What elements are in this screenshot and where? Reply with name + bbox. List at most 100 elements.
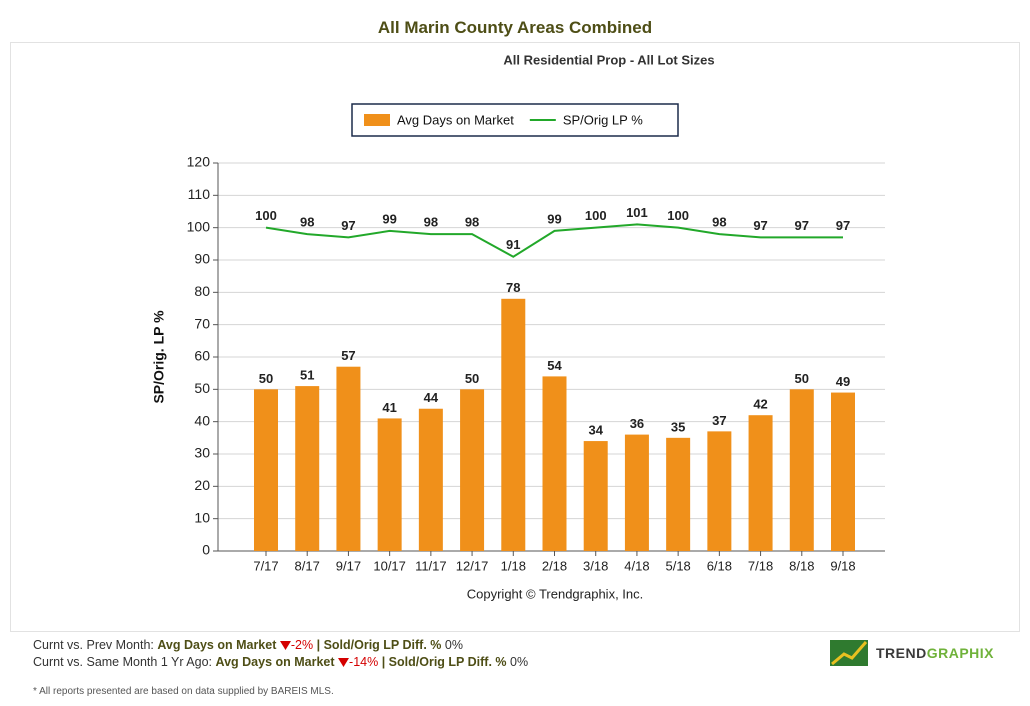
bar [831,392,855,551]
data-label: 51 [300,368,314,383]
footer-metric: Avg Days on Market [157,638,277,652]
data-label: 35 [671,419,685,434]
data-label: 50 [259,371,273,386]
data-label: 97 [753,218,767,233]
x-tick-label: 8/17 [295,558,320,573]
y-tick-label: 70 [194,315,210,331]
bar [748,415,773,551]
x-tick-label: 4/18 [624,558,649,573]
x-tick-label: 5/18 [665,558,690,573]
down-arrow [279,641,291,650]
y-tick-label: 10 [194,509,210,525]
data-label: 34 [588,423,603,438]
bar [666,437,691,551]
x-tick-label: 9/18 [830,558,855,573]
legend: Avg Days on Market SP/Orig LP % [351,103,679,137]
data-label: 99 [547,211,561,226]
bar [583,441,608,551]
x-tick-label: 1/18 [501,558,526,573]
bar [501,298,526,551]
data-label: 101 [626,205,648,220]
logo-text: TREND [876,645,927,661]
x-tick-label: 8/18 [789,558,814,573]
y-tick-label: 20 [194,477,210,493]
y-tick-label: 100 [187,218,211,234]
bar [295,386,320,551]
data-label: 98 [712,215,726,230]
footer-metric: | Sold/Orig LP Diff. % [381,655,507,669]
y-tick-label: 30 [194,445,210,461]
footer-change: 0% [444,638,463,652]
data-label: 91 [506,237,520,252]
data-label: 97 [836,218,850,233]
data-label: 42 [753,397,767,412]
footer-note: * All reports presented are based on dat… [33,686,334,697]
data-label: 97 [795,218,809,233]
y-tick-label: 0 [202,542,210,558]
down-arrow [338,658,350,667]
data-label: 98 [300,215,314,230]
data-label: 54 [547,358,562,373]
legend-label: SP/Orig LP % [563,112,643,127]
y-tick-label: 120 [187,154,211,170]
footer-metric: | Sold/Orig LP Diff. % [316,638,442,652]
y-axis-title: SP/Orig. LP % [151,310,167,404]
data-label: 97 [341,218,355,233]
footer-row: Curnt vs. Same Month 1 Yr Ago: Avg Days … [33,655,528,669]
y-tick-label: 40 [194,412,210,428]
bar [624,434,649,551]
legend-box [351,103,679,137]
chart: All Residential Prop - All Lot Sizes 0 10 2… [151,52,885,601]
y-tick-label: 80 [194,283,210,299]
bar [789,389,814,551]
data-label: 50 [795,371,809,386]
bar [460,389,485,551]
footer-change: -14% [349,655,379,669]
logo: TREND GRAPHIX [830,637,994,669]
y-tick-label: 50 [194,380,210,396]
y-tick-label: 60 [194,348,210,364]
data-label: 49 [836,374,850,389]
x-tick-label: 6/18 [707,558,732,573]
data-label: 78 [506,280,520,295]
data-label: 100 [667,208,689,223]
chart-subtitle: All Residential Prop - All Lot Sizes [503,52,714,67]
bar [377,418,402,551]
line [265,223,843,258]
bar [254,389,278,551]
logo-icon [830,640,868,666]
bar [418,408,443,551]
x-tick-label: 12/17 [456,558,489,573]
data-label: 50 [465,371,479,386]
x-tick-label: 10/17 [373,558,406,573]
footer-change: 0% [510,655,529,669]
x-tick-label: 7/18 [748,558,773,573]
data-label: 99 [382,211,396,226]
data-label: 98 [465,215,479,230]
y-tick-label: 110 [188,186,211,202]
footer-metric: Avg Days on Market [215,655,335,669]
legend-swatch [364,114,390,126]
data-label: 44 [424,390,439,405]
data-label: 98 [424,215,438,230]
bar [336,366,361,551]
footer-change: -2% [290,638,314,652]
chart-title: All Marin County Areas Combined [377,18,653,37]
data-label: 100 [255,208,277,223]
x-tick-label: 9/17 [336,558,361,573]
copyright: Copyright © Trendgraphix, Inc. [467,586,644,601]
data-label: 36 [630,416,644,431]
logo-text: GRAPHIX [926,645,995,661]
data-label: 57 [341,348,355,363]
data-label: 37 [712,413,726,428]
legend-label: Avg Days on Market [397,112,514,127]
x-tick-label: 2/18 [542,558,567,573]
footer-prefix: Curnt vs. Same Month 1 Yr Ago: [33,655,213,669]
data-label: 100 [585,208,607,223]
bar [542,376,567,551]
data-label: 41 [382,400,396,415]
x-tick-label: 7/17 [253,558,278,573]
bar [707,431,732,551]
y-tick-label: 90 [194,251,210,267]
